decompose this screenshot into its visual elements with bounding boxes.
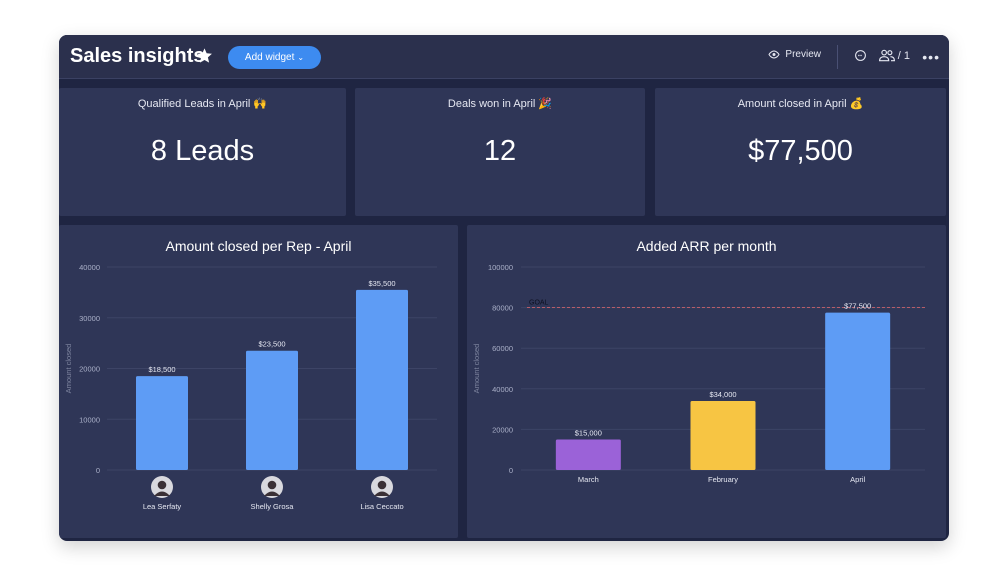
bar[interactable] — [825, 312, 891, 470]
more-icon: ••• — [922, 49, 940, 65]
members-button[interactable]: / 1 — [878, 49, 910, 62]
board-title: Sales insights — [70, 45, 205, 67]
bar[interactable] — [690, 400, 756, 470]
board-header: Sales insights Add widget ⌄ Preview — [59, 35, 949, 79]
bar[interactable] — [356, 289, 408, 470]
add-widget-button[interactable]: Add widget ⌄ — [228, 46, 321, 69]
y-tick-label: 0 — [96, 466, 100, 475]
goal-label: GOAL — [529, 300, 549, 307]
star-icon[interactable] — [196, 47, 213, 64]
y-tick-label: 60000 — [492, 344, 513, 353]
preview-label: Preview — [785, 49, 821, 60]
x-tick-label: March — [578, 475, 599, 484]
dashboard-window: Sales insights Add widget ⌄ Preview — [59, 35, 949, 541]
kpi-label: Amount closed in April 💰 — [737, 98, 864, 110]
y-tick-label: 10000 — [79, 415, 100, 424]
data-label: $15,000 — [575, 429, 602, 438]
chart-title: Added ARR per month — [636, 238, 777, 254]
y-tick-label: 80000 — [492, 304, 513, 313]
chevron-down-icon: ⌄ — [297, 53, 305, 62]
y-tick-label: 40000 — [79, 263, 100, 272]
eye-icon — [768, 50, 780, 59]
y-tick-label: 40000 — [492, 385, 513, 394]
data-label: $18,500 — [148, 365, 175, 374]
bar-chart-arr: 0 20000 40000 60000 80000 100000 Amount closed… — [472, 263, 925, 484]
x-tick-label: April — [850, 475, 865, 484]
kpi-value: 12 — [483, 135, 517, 167]
y-tick-label: 20000 — [492, 425, 513, 434]
chart-title: Amount closed per Rep - April — [165, 238, 352, 254]
kpi-card-deals: Deals won in April 🎉 12 — [355, 88, 645, 216]
kpi-value: $77,500 — [748, 135, 853, 167]
avatar — [371, 476, 393, 498]
header-divider — [837, 45, 838, 69]
kpi-card-leads: Qualified Leads in April 🙌 8 Leads — [59, 88, 346, 216]
more-menu-button[interactable]: ••• — [922, 49, 940, 65]
kpi-value: 8 Leads — [150, 135, 255, 167]
users-icon — [878, 49, 895, 62]
chat-icon — [855, 50, 866, 61]
data-label: $34,000 — [709, 390, 736, 399]
members-count: / 1 — [897, 49, 910, 62]
chat-button[interactable] — [854, 49, 867, 62]
bar-chart-per-rep: 0 10000 20000 30000 40000 Amount closed $18,50… — [64, 263, 437, 511]
y-axis-label: Amount closed — [472, 344, 481, 394]
chart-card-per-rep: Amount closed per Rep - April 0 10000 2000… — [59, 225, 458, 538]
bar[interactable] — [555, 439, 621, 470]
add-widget-label: Add widget — [244, 52, 295, 63]
data-label: $35,500 — [368, 279, 395, 288]
y-axis-label: Amount closed — [64, 344, 73, 394]
bar[interactable] — [246, 350, 298, 470]
chart-card-arr: Added ARR per month 0 20000 40000 60000 8000… — [467, 225, 946, 538]
x-tick-label: February — [708, 475, 738, 484]
kpi-label: Qualified Leads in April 🙌 — [137, 98, 268, 110]
x-tick-label: Lea Serfaty — [143, 502, 182, 511]
data-label: $77,500 — [844, 302, 871, 311]
kpi-card-amount: Amount closed in April 💰 $77,500 — [655, 88, 946, 216]
preview-button[interactable]: Preview — [768, 49, 821, 60]
avatar — [151, 476, 173, 498]
avatar — [261, 476, 283, 498]
y-tick-label: 20000 — [79, 365, 100, 374]
y-tick-label: 100000 — [488, 263, 513, 272]
x-tick-label: Shelly Grosa — [251, 502, 295, 511]
y-tick-label: 30000 — [79, 314, 100, 323]
y-tick-label: 0 — [509, 466, 513, 475]
x-tick-label: Lisa Ceccato — [360, 502, 403, 511]
kpi-label: Deals won in April 🎉 — [447, 98, 553, 110]
data-label: $23,500 — [258, 340, 285, 349]
bar[interactable] — [136, 376, 188, 470]
